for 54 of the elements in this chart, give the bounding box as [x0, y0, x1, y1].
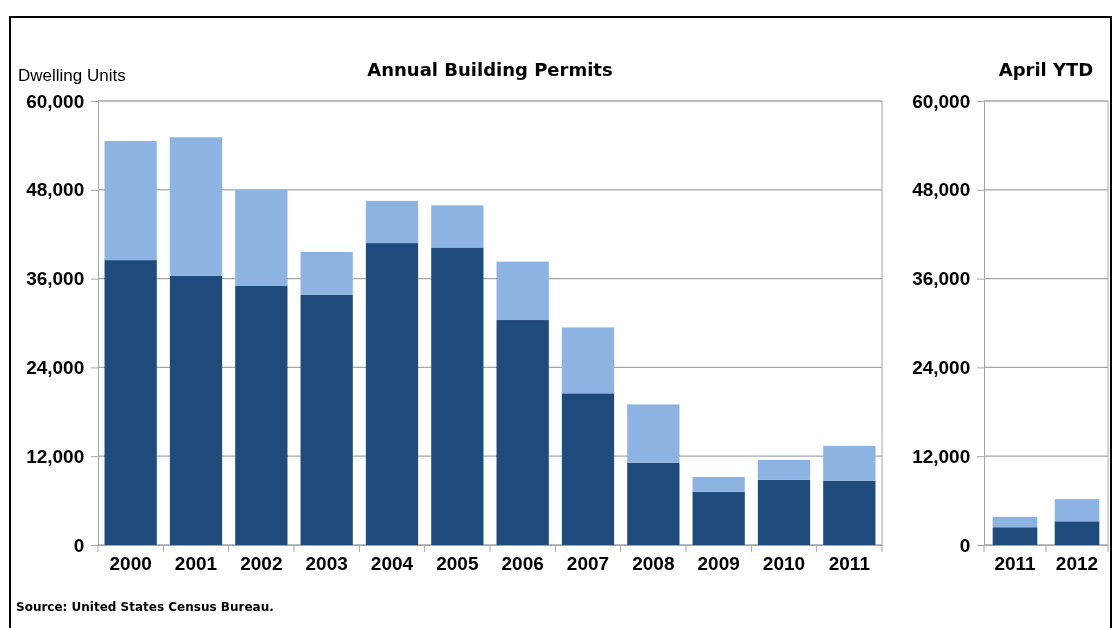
bar	[627, 404, 680, 463]
x-tick-label: 2007	[566, 553, 610, 574]
bar	[169, 137, 223, 276]
y-tick-label: 60,000	[912, 90, 971, 112]
bar	[104, 260, 157, 545]
x-tick-label: 2006	[501, 553, 544, 574]
y-tick-label: 12,000	[912, 445, 971, 467]
bar	[235, 286, 288, 545]
y-tick-label: 24,000	[26, 356, 85, 378]
bar	[365, 243, 419, 545]
bar	[431, 205, 484, 248]
x-tick-label: 2000	[109, 553, 152, 574]
y-tick-label: 24,000	[912, 356, 971, 378]
x-tick-label: 2012	[1055, 553, 1099, 574]
y-tick-label: 48,000	[26, 179, 85, 201]
x-tick-label: 2010	[762, 553, 806, 574]
x-tick-label: 2011	[828, 553, 871, 574]
x-tick-label: 2003	[305, 553, 348, 574]
bar	[235, 189, 288, 286]
bar	[431, 247, 484, 545]
bar	[692, 476, 745, 492]
chart-title: April YTD	[998, 59, 1094, 80]
x-tick-label: 2011	[994, 553, 1037, 574]
y-tick-label: 0	[73, 534, 85, 556]
bar	[300, 251, 353, 295]
bar	[496, 320, 549, 545]
x-tick-label: 2002	[240, 553, 283, 574]
source-note: Source: United States Census Bureau.	[16, 600, 274, 614]
bar	[365, 200, 419, 244]
bar	[823, 480, 876, 545]
bar	[561, 393, 615, 545]
bar	[104, 140, 157, 261]
y-tick-label: 12,000	[26, 445, 85, 467]
bar	[757, 479, 811, 545]
x-tick-label: 2004	[370, 553, 414, 574]
x-tick-label: 2005	[436, 553, 479, 574]
bar	[300, 294, 353, 545]
chart-title: Annual Building Permits	[367, 59, 613, 80]
y-tick-label: 60,000	[26, 90, 85, 112]
y-tick-label: 0	[959, 534, 971, 556]
y-tick-label: 36,000	[912, 268, 971, 290]
bar	[561, 327, 615, 394]
bar	[496, 261, 549, 321]
x-tick-label: 2009	[697, 553, 740, 574]
y-tick-label: 48,000	[912, 179, 971, 201]
x-tick-label: 2001	[174, 553, 218, 574]
y-tick-label: 36,000	[26, 268, 85, 290]
x-tick-label: 2008	[632, 553, 675, 574]
bar	[823, 445, 876, 481]
bar	[692, 491, 745, 545]
bar	[627, 462, 680, 545]
y-axis-title: Dwelling Units	[18, 66, 126, 85]
bar	[169, 275, 223, 545]
bar	[757, 459, 811, 480]
